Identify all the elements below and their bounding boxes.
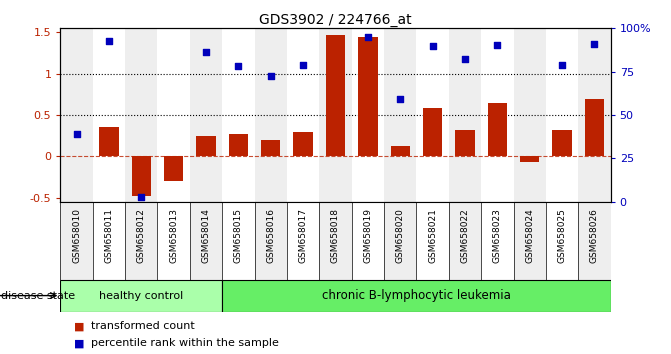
Title: GDS3902 / 224766_at: GDS3902 / 224766_at: [259, 13, 412, 27]
Bar: [60, 28, 93, 202]
Bar: [93, 202, 125, 280]
Text: GSM658024: GSM658024: [525, 208, 534, 263]
Text: GSM658020: GSM658020: [396, 208, 405, 263]
Bar: [481, 202, 513, 280]
Point: [395, 96, 405, 101]
Bar: [513, 28, 546, 202]
Bar: [546, 202, 578, 280]
Point: [589, 41, 600, 47]
Bar: [384, 202, 417, 280]
Point: [557, 63, 568, 68]
Bar: [578, 202, 611, 280]
Text: GSM658019: GSM658019: [364, 208, 372, 263]
Bar: [287, 28, 319, 202]
Bar: [93, 28, 125, 202]
Point: [201, 50, 211, 55]
Text: GSM658016: GSM658016: [266, 208, 275, 263]
Point: [298, 63, 309, 68]
Bar: [158, 28, 190, 202]
Text: GSM658023: GSM658023: [493, 208, 502, 263]
Point: [492, 42, 503, 48]
Bar: [488, 103, 507, 156]
Bar: [261, 140, 280, 156]
Bar: [352, 202, 384, 280]
Bar: [423, 108, 442, 156]
Text: GSM658017: GSM658017: [299, 208, 307, 263]
Point: [266, 73, 276, 79]
Text: ■: ■: [74, 338, 85, 348]
Text: GSM658018: GSM658018: [331, 208, 340, 263]
Text: ■: ■: [74, 321, 85, 331]
Bar: [293, 132, 313, 156]
Bar: [190, 28, 222, 202]
Bar: [449, 28, 481, 202]
Bar: [164, 156, 183, 181]
Point: [427, 43, 438, 48]
Text: GSM658011: GSM658011: [105, 208, 113, 263]
Point: [460, 56, 470, 62]
Bar: [60, 202, 93, 280]
Bar: [197, 136, 216, 156]
Text: chronic B-lymphocytic leukemia: chronic B-lymphocytic leukemia: [322, 289, 511, 302]
Text: GSM658021: GSM658021: [428, 208, 437, 263]
Bar: [481, 28, 513, 202]
Bar: [326, 35, 345, 156]
Bar: [319, 202, 352, 280]
Bar: [417, 202, 449, 280]
Point: [362, 34, 373, 39]
Text: GSM658022: GSM658022: [460, 208, 470, 263]
Point: [103, 38, 114, 44]
Bar: [229, 134, 248, 156]
Text: GSM658010: GSM658010: [72, 208, 81, 263]
Bar: [254, 202, 287, 280]
Bar: [546, 28, 578, 202]
Bar: [584, 98, 604, 156]
Text: GSM658013: GSM658013: [169, 208, 178, 263]
Bar: [99, 127, 119, 156]
Point: [233, 63, 244, 69]
Bar: [455, 130, 474, 156]
Bar: [319, 28, 352, 202]
Bar: [391, 147, 410, 156]
Bar: [222, 202, 254, 280]
Bar: [222, 28, 254, 202]
Bar: [449, 202, 481, 280]
Bar: [352, 28, 384, 202]
Bar: [222, 280, 611, 312]
Bar: [60, 280, 222, 312]
Point: [136, 194, 147, 200]
Text: disease state: disease state: [1, 291, 75, 301]
Bar: [578, 28, 611, 202]
Text: GSM658014: GSM658014: [201, 208, 211, 263]
Text: GSM658012: GSM658012: [137, 208, 146, 263]
Bar: [287, 202, 319, 280]
Bar: [158, 202, 190, 280]
Text: healthy control: healthy control: [99, 291, 183, 301]
Bar: [417, 28, 449, 202]
Bar: [132, 156, 151, 196]
Text: GSM658025: GSM658025: [558, 208, 566, 263]
Text: percentile rank within the sample: percentile rank within the sample: [91, 338, 278, 348]
Bar: [552, 130, 572, 156]
Bar: [520, 156, 539, 162]
Text: GSM658015: GSM658015: [234, 208, 243, 263]
Bar: [125, 28, 158, 202]
Text: GSM658026: GSM658026: [590, 208, 599, 263]
Bar: [254, 28, 287, 202]
Point: [71, 131, 82, 137]
Bar: [358, 36, 378, 156]
Text: transformed count: transformed count: [91, 321, 195, 331]
Bar: [513, 202, 546, 280]
Bar: [125, 202, 158, 280]
Bar: [190, 202, 222, 280]
Bar: [384, 28, 417, 202]
